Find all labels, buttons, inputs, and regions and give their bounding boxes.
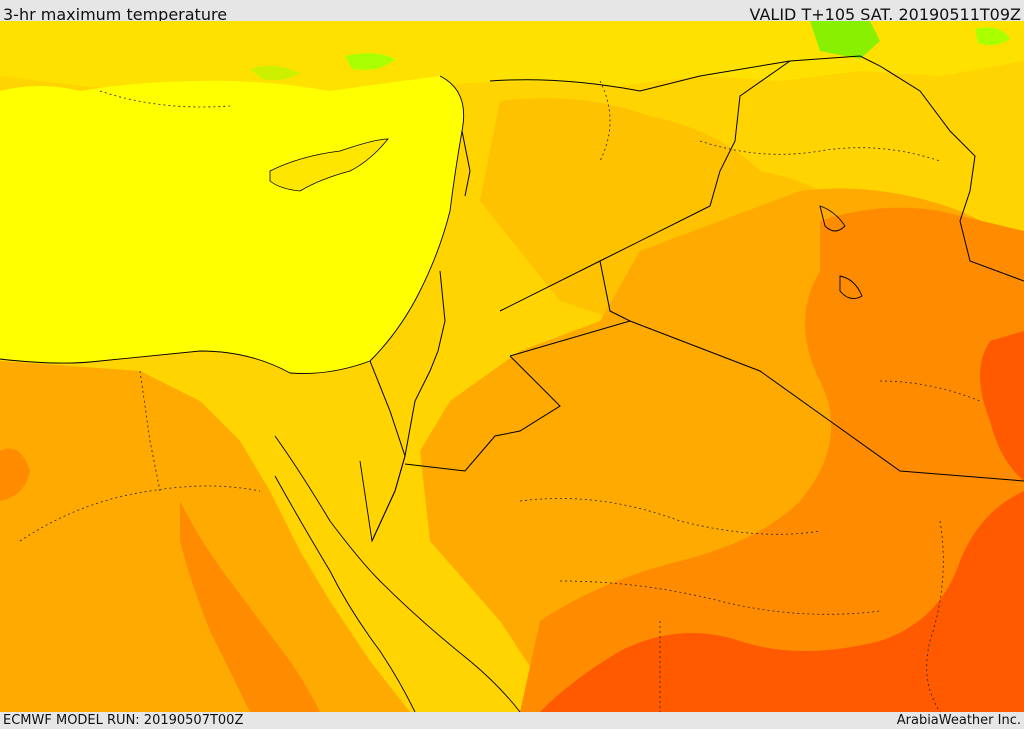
valid-time-label: VALID T+105 SAT. 20190511T09Z [749,5,1021,21]
country-borders [369,55,1024,542]
green-patch-ne [975,27,1010,46]
egypt-hot-band [180,501,320,712]
southeast-hot-area [520,207,1024,712]
west-hot-spot [0,448,30,501]
coastlines [0,75,863,712]
credit-label: ArabiaWeather Inc. [896,713,1021,728]
hottest-zone-east [980,331,1024,481]
egypt-orange-area [0,361,410,712]
hottest-zone-southeast [540,491,1024,712]
mediterranean-sea [0,76,464,374]
header-bar: 3-hr maximum temperature VALID T+105 SAT… [0,0,1024,21]
map-title: 3-hr maximum temperature [3,5,228,21]
model-run-label: ECMWF MODEL RUN: 20190507T00Z [3,713,244,728]
gulf-of-aqaba [360,456,405,541]
green-patch-west [250,65,300,81]
green-patch-east [810,21,880,59]
temperature-map[interactable] [0,21,1024,712]
green-patch-central [345,53,395,70]
cyprus-island [269,138,389,192]
footer-bar: ECMWF MODEL RUN: 20190507T00Z ArabiaWeat… [0,712,1024,729]
map-canvas [0,21,1024,712]
province-lines [19,80,981,712]
